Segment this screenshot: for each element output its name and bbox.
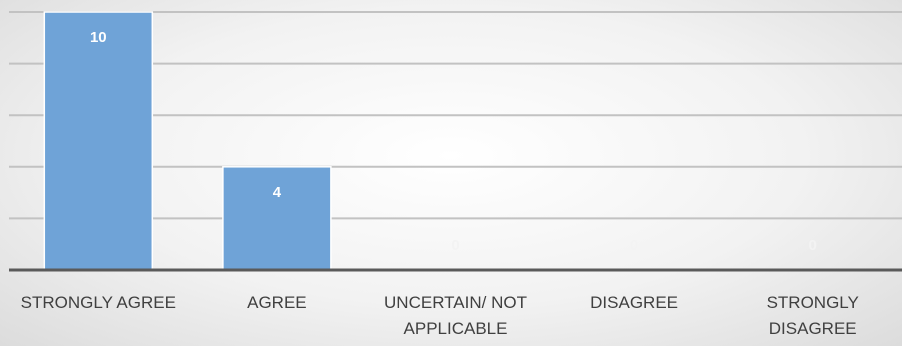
category-label-line: UNCERTAIN/ NOT [384,293,527,312]
bar-1 [222,166,332,271]
category-label-2: UNCERTAIN/ NOT APPLICABLE [384,293,527,338]
data-label-1: 4 [273,184,282,201]
gridlines [9,11,902,220]
category-label-line: DISAGREE [769,319,857,338]
category-label-4: STRONGLY DISAGREE [767,293,859,338]
category-label-line: AGREE [247,293,307,312]
category-label-line: STRONGLY [767,293,859,312]
category-label-1: AGREE [247,293,307,312]
category-label-0: STRONGLY AGREE [21,293,176,312]
data-label-4: 0 [809,237,817,254]
data-labels: 10 4 0 0 0 [90,29,817,254]
category-label-line: STRONGLY AGREE [21,293,176,312]
category-label-3: DISAGREE [590,293,678,312]
data-label-2: 0 [451,237,459,254]
category-label-line: APPLICABLE [404,319,508,338]
category-labels: STRONGLY AGREE AGREE UNCERTAIN/ NOT APPLICA… [21,293,859,338]
data-label-3: 0 [630,237,638,254]
bars [43,11,332,271]
data-label-0: 10 [90,29,107,46]
category-label-line: DISAGREE [590,293,678,312]
bar-0 [43,11,154,271]
